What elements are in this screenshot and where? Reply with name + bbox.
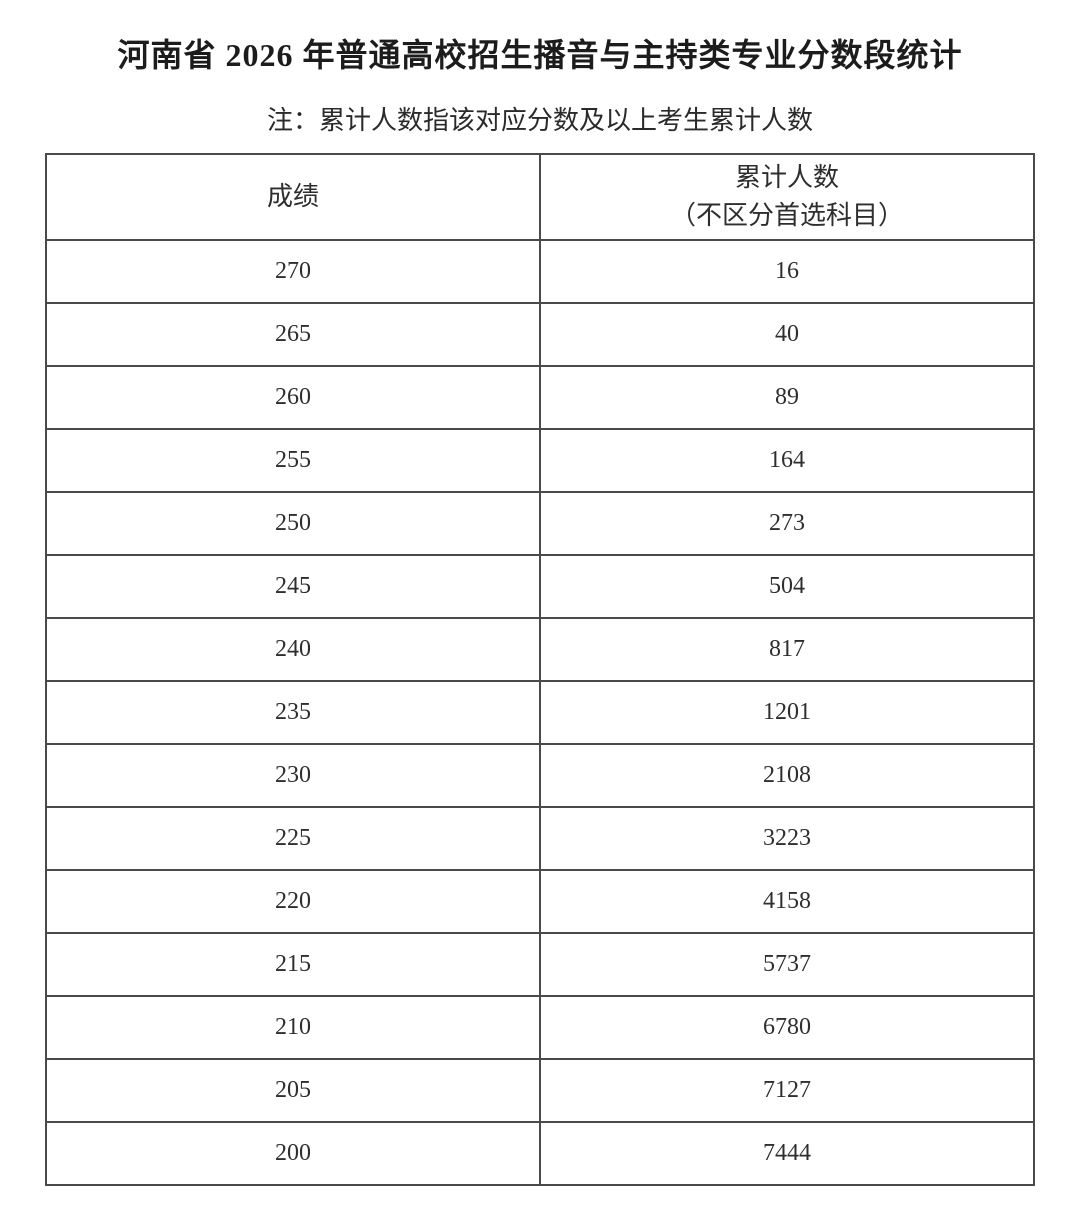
count-cell: 89 (539, 365, 1035, 430)
score-cell: 225 (45, 806, 541, 871)
table-row: 265 40 (45, 302, 1035, 367)
count-cell: 7127 (539, 1058, 1035, 1123)
score-cell: 220 (45, 869, 541, 934)
count-cell: 16 (539, 239, 1035, 304)
page-title: 河南省 2026 年普通高校招生播音与主持类专业分数段统计 (117, 37, 963, 73)
table-row: 255 164 (45, 428, 1035, 493)
count-cell: 817 (539, 617, 1035, 682)
score-cell: 265 (45, 302, 541, 367)
count-cell: 6780 (539, 995, 1035, 1060)
score-cell: 235 (45, 680, 541, 745)
count-cell: 2108 (539, 743, 1035, 808)
table-body: 270 16 265 40 260 89 255 164 250 273 245 504 240 817 2… (45, 239, 1035, 1186)
table-row: 240 817 (45, 617, 1035, 682)
count-cell: 4158 (539, 869, 1035, 934)
count-cell: 273 (539, 491, 1035, 556)
count-cell: 7444 (539, 1121, 1035, 1186)
table-row: 260 89 (45, 365, 1035, 430)
score-cell: 270 (45, 239, 541, 304)
count-cell: 5737 (539, 932, 1035, 997)
score-cell: 240 (45, 617, 541, 682)
table-row: 200 7444 (45, 1121, 1035, 1186)
count-cell: 504 (539, 554, 1035, 619)
count-column-header: 累计人数 （不区分首选科目） (539, 153, 1035, 241)
count-cell: 1201 (539, 680, 1035, 745)
table-row: 250 273 (45, 491, 1035, 556)
score-cell: 245 (45, 554, 541, 619)
score-cell: 230 (45, 743, 541, 808)
count-header-line1: 累计人数 (734, 163, 839, 192)
count-cell: 3223 (539, 806, 1035, 871)
table-row: 235 1201 (45, 680, 1035, 745)
table-row: 230 2108 (45, 743, 1035, 808)
score-cell: 205 (45, 1058, 541, 1123)
score-cell: 215 (45, 932, 541, 997)
score-column-header: 成绩 (45, 153, 541, 241)
score-cell: 200 (45, 1121, 541, 1186)
table-row: 270 16 (45, 239, 1035, 304)
table-row: 245 504 (45, 554, 1035, 619)
score-cell: 260 (45, 365, 541, 430)
score-cell: 255 (45, 428, 541, 493)
table-row: 220 4158 (45, 869, 1035, 934)
count-header-line2: （不区分首选科目） (669, 201, 904, 230)
count-cell: 40 (539, 302, 1035, 367)
table-row: 225 3223 (45, 806, 1035, 871)
table-header-row: 成绩 累计人数 （不区分首选科目） (45, 153, 1035, 241)
score-distribution-table: 成绩 累计人数 （不区分首选科目） 270 16 265 40 260 89 255 164 2… (45, 153, 1035, 1186)
count-cell: 164 (539, 428, 1035, 493)
score-cell: 210 (45, 995, 541, 1060)
table-row: 205 7127 (45, 1058, 1035, 1123)
score-cell: 250 (45, 491, 541, 556)
table-row: 215 5737 (45, 932, 1035, 997)
table-row: 210 6780 (45, 995, 1035, 1060)
note-text: 注：累计人数指该对应分数及以上考生累计人数 (266, 106, 813, 135)
